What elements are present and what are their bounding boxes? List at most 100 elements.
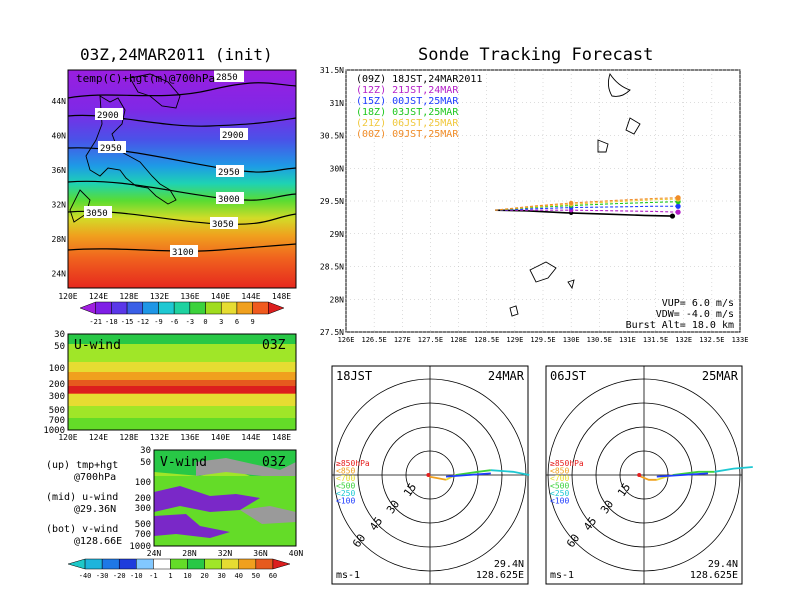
uwind-x-tick-label: 132E (150, 433, 169, 442)
colorbar-swatch (189, 301, 206, 315)
colorbar-swatch (142, 301, 159, 315)
vwind-label: V-wind (160, 455, 207, 470)
contour-label: 2900 (97, 111, 119, 121)
track-legend-entry: (12Z) 21JST,24MAR (356, 85, 459, 96)
uwind-x-tick-label: 140E (211, 433, 230, 442)
map-lon-tick-label: 124E (89, 292, 108, 301)
uwind-y-tick-label: 30 (54, 330, 65, 340)
uwind-frame (67, 333, 297, 431)
track-lon-tick-label: 131.5E (643, 336, 668, 344)
island-outline (597, 139, 609, 153)
track-legend-entry: (00Z) 09JST,25MAR (356, 129, 459, 140)
colorbar-label: 0 (203, 318, 207, 326)
uwind-y-tick-label: 500 (49, 406, 65, 416)
hodo-ring-label: 45 (581, 515, 599, 533)
hodo-trace (445, 472, 491, 478)
colorbar-label: -12 (136, 318, 149, 326)
note-line: @29.36N (74, 504, 116, 515)
track-legend-entry: (21Z) 06JST,25MAR (356, 118, 459, 129)
vwind-x-tick-label: 28N (182, 549, 197, 558)
track-lat-tick-label: 31N (330, 99, 345, 108)
hodo-unit: ms-1 (336, 570, 360, 581)
track-legend-entry: (18Z) 03JST,25MAR (356, 107, 459, 118)
track-lat-tick-label: 29.5N (320, 197, 344, 206)
wind-colorbar-label: -20 (113, 572, 126, 580)
colorbar-label: 3 (219, 318, 223, 326)
uwind-x-tick-label: 124E (89, 433, 108, 442)
track-lat-tick-label: 27.5N (320, 328, 344, 337)
track-burst-point (675, 195, 681, 201)
track-lon-tick-label: 131E (619, 336, 636, 344)
wind-colorbar-label: -40 (79, 572, 92, 580)
wind-colorbar-label: 10 (183, 572, 191, 580)
hodo-legend-entry: <500 (550, 482, 569, 491)
map-lon-tick-label: 136E (180, 292, 199, 301)
note-line: @128.66E (74, 536, 122, 547)
track-lon-ticks: 126E 126.5E 127E 127.5E 128E 128.5E 129E 129.5E… (338, 336, 749, 344)
track-lat-tick-label: 28N (330, 295, 345, 304)
wind-colorbar-swatch (67, 558, 86, 570)
track-lon-tick-label: 129E (506, 336, 523, 344)
colorbar-label: -15 (121, 318, 134, 326)
uwind-x-tick-label: 144E (241, 433, 260, 442)
vwind-y-tick-label: 50 (140, 458, 151, 468)
sonde-track-panel: 31.5N 31N 30.5N 30N 29.5N 29N 28.5N 28N 27.5N 12… (320, 66, 749, 344)
hodo-legend-entry: <700 (336, 474, 355, 483)
track-lon-tick-label: 132E (675, 336, 692, 344)
wind-colorbar-label: 60 (269, 572, 277, 580)
hodo-date: 24MAR (488, 369, 525, 383)
colorbar-swatch (173, 301, 191, 315)
vwind-y-tick-label: 300 (135, 504, 151, 514)
wind-colorbar-swatch (101, 558, 120, 570)
uwind-x-tick-label: 136E (180, 433, 199, 442)
track-legend-entry: (15Z) 00JST,25MAR (356, 96, 459, 107)
map-lat-tick-label: 32N (52, 201, 67, 210)
hodo-trace (714, 466, 753, 473)
hodo-legend-entry: <100 (336, 497, 355, 506)
vwind-y-tick-label: 30 (140, 446, 151, 456)
track-gridlines (345, 69, 741, 333)
wind-colorbar-label: -10 (130, 572, 143, 580)
map-frame (67, 69, 297, 289)
hodo-start-point (637, 473, 642, 477)
hodo-start-point (426, 473, 431, 477)
uwind-band-40 (68, 372, 296, 380)
vwind-x-tick-label: 36N (253, 549, 268, 558)
colorbar-label: -21 (89, 318, 102, 326)
contour-label: 3000 (218, 195, 240, 205)
hodo-legend-entry: <850 (336, 467, 355, 476)
map-lon-tick-label: 132E (150, 292, 169, 301)
map-lon-tick-label: 128E (119, 292, 138, 301)
vwind-y-tick-label: 1000 (129, 542, 151, 552)
hodo-ring-label: 45 (367, 515, 385, 533)
uwind-x-ticks: 120E 124E 128E 132E 136E 140E 144E 148E (58, 433, 291, 442)
side-notes: (up) tmp+hgt @700hPa (mid) u-wind @29.36… (46, 460, 122, 547)
colorbar-label: -3 (186, 318, 194, 326)
island-outline (625, 117, 641, 135)
uwind-y-tick-label: 200 (49, 380, 65, 390)
colorbar-swatch (95, 301, 112, 315)
uwind-band-20 (68, 344, 296, 362)
colorbar-label: -6 (170, 318, 178, 326)
vwind-y-tick-label: 500 (135, 520, 151, 530)
hodo-legend-entry: <700 (550, 474, 569, 483)
map-lon-tick-label: 140E (211, 292, 230, 301)
track-lat-tick-label: 28.5N (320, 263, 344, 272)
uwind-y-tick-label: 300 (49, 392, 65, 402)
map-overlay-label: temp(C)+hgt(m)@700hPa (76, 72, 215, 85)
colorbar-swatch (268, 301, 285, 315)
map-lat-tick-label: 36N (52, 166, 67, 175)
hodo-legend-entry: <500 (336, 482, 355, 491)
vwind-y-tick-label: 200 (135, 494, 151, 504)
vwind-time: 03Z (262, 455, 286, 470)
map-lat-ticks: 44N 40N 36N 32N 28N 24N (52, 97, 67, 279)
wind-colorbar-swatch (84, 558, 103, 570)
hodo-legend-entry: <250 (550, 489, 569, 498)
wind-colorbar-label: -1 (149, 572, 157, 580)
track-lat-tick-label: 30.5N (320, 132, 344, 141)
hodo-legend-entry: ≥850hPa (336, 459, 370, 468)
map-lon-tick-label: 148E (272, 292, 291, 301)
uwind-band-60 (68, 386, 296, 393)
